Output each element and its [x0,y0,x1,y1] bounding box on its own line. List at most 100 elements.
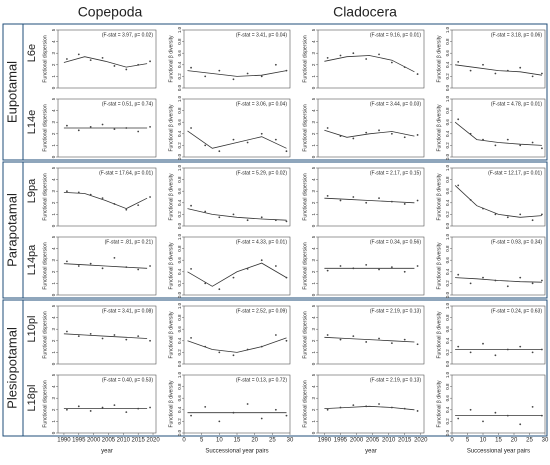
stat-note: (F-stat = 3.06, p= 0.04) [236,101,287,107]
y-tick-label: 0.4 [445,268,450,275]
x-tick-label: 1990 [318,438,332,444]
y-tick-label: 3 [311,51,316,54]
data-point [232,411,235,414]
stat-note: (F-stat = 0.24, p= 0.63) [491,308,542,314]
data-point [378,129,380,132]
data-point [260,216,263,219]
data-point [494,213,497,216]
x-tick-label: 1995 [72,438,86,444]
plot-frame [317,305,425,365]
y-tick-label: 5 [51,28,56,31]
y-tick-label: 0.4 [445,130,450,137]
data-point [457,184,460,187]
y-tick-label: 0.6 [445,326,450,333]
y-tick-label: 0.8 [445,107,450,114]
y-tick-label: 0.6 [445,188,450,195]
data-point [218,420,221,423]
y-axis-label: Functional β diversity [436,311,442,359]
data-point [390,200,393,203]
data-point [469,199,472,201]
data-point [218,150,221,153]
stat-note: (F-stat = 4.33, p= 0.01) [236,239,287,245]
data-point [113,128,116,131]
data-point [89,262,92,265]
y-tick-label: 4 [311,178,316,181]
y-tick-label: 5 [311,28,316,31]
column-header: Copepoda [78,4,143,20]
y-axis-label: Functional β diversity [168,104,174,152]
data-point [285,69,288,72]
y-tick-label: 1 [311,144,316,147]
y-tick-label: 0.6 [445,257,450,264]
data-point [260,132,263,135]
data-point [204,406,207,408]
y-tick-label: 1.0 [177,95,182,102]
data-point [326,269,329,272]
data-point [204,210,207,213]
data-point [469,408,472,411]
data-point [403,136,406,139]
data-point [125,68,128,71]
x-tick-label: 15 [234,438,241,444]
y-tick-label: 0.0 [445,84,450,91]
data-point [190,127,192,129]
data-point [274,219,277,222]
data-point [260,345,263,348]
data-point [113,404,116,407]
x-axis-label: year [101,449,113,455]
data-point [482,63,484,66]
y-tick-label: 3 [311,258,316,261]
stat-note: (F-stat = 2.19, p= 0.13) [370,308,421,314]
y-tick-label: 0.4 [445,61,450,68]
y-tick-label: 0.2 [445,142,450,149]
data-point [125,208,128,211]
y-tick-label: 1 [51,282,56,285]
y-tick-label: 2 [311,201,316,204]
x-axis-label: Successional year pairs [205,449,268,455]
row-label: L14pa [26,244,38,275]
data-point [469,282,472,285]
y-tick-label: 0.2 [445,73,450,80]
x-tick-label: 2015 [132,438,146,444]
y-tick-label: 3 [51,258,56,261]
y-tick-label: 0.8 [445,314,450,321]
plot-frame [451,305,546,365]
y-tick-label: 1 [311,213,316,216]
y-tick-label: 0.0 [445,291,450,298]
data-point [541,213,543,216]
data-point [339,199,342,202]
y-tick-label: 3 [311,327,316,330]
data-point [416,343,419,346]
y-tick-label: 0.6 [177,188,182,195]
row-label: L18pl [26,385,38,412]
fit-line [63,263,148,269]
y-tick-label: 1.0 [177,164,182,171]
y-tick-label: 2 [51,270,56,273]
y-tick-label: 0 [51,224,56,227]
data-point [77,129,80,132]
data-point [365,131,368,134]
x-tick-label: 1995 [334,438,348,444]
data-point [149,196,151,198]
plot-frame [451,374,546,434]
y-tick-label: 1 [311,282,316,285]
y-tick-label: 1.0 [445,95,450,102]
data-point [149,406,151,409]
fit-line [324,405,415,411]
y-tick-label: 0.2 [177,73,182,80]
y-tick-label: 0.4 [445,406,450,413]
y-tick-label: 4 [51,316,56,319]
stat-note: (F-stat = 3.41, p= 0.08) [102,308,153,314]
fit-line [454,121,542,146]
fit-line [63,333,148,339]
data-point [365,58,368,60]
data-point [274,138,277,141]
x-tick-label: 2000 [87,438,101,444]
y-tick-label: 1.0 [445,164,450,171]
fit-line [187,337,287,353]
stat-note: (F-stat = 0.93, p= 0.34) [491,239,542,245]
data-point [260,417,263,420]
data-point [260,259,263,262]
y-axis-label: Functional β diversity [168,173,174,221]
data-point [403,203,406,205]
